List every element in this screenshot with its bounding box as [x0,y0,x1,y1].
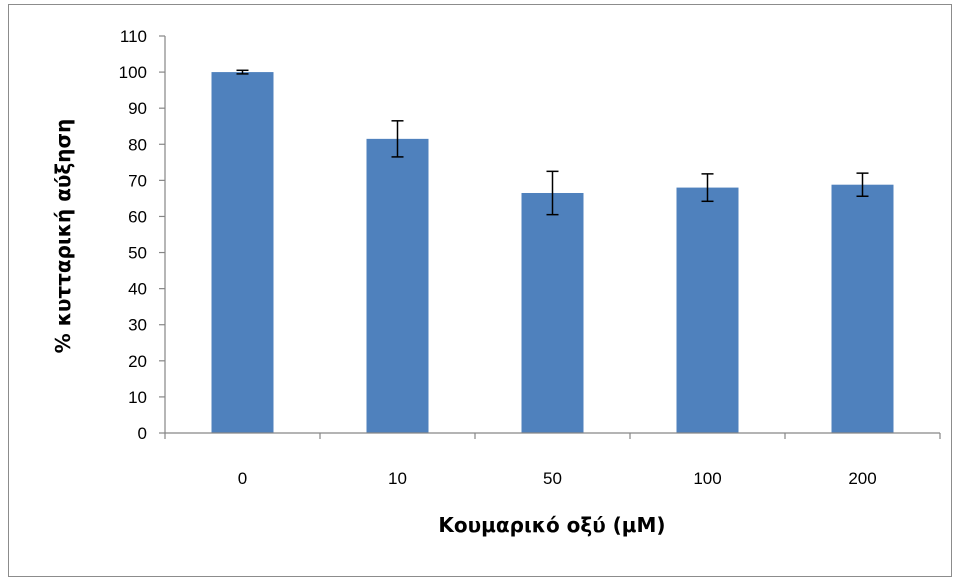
y-tick-label: 60 [128,207,147,226]
bars-group [211,72,894,434]
y-tick-label: 50 [128,244,147,263]
y-tick-label: 40 [128,280,147,299]
x-axis-title: Κουμαρικό οξύ (μΜ) [438,513,665,537]
x-tick-label: 200 [848,469,876,488]
bar-200 [831,184,894,433]
bar-10 [366,138,429,434]
y-tick-label: 30 [128,316,147,335]
y-tick-label: 70 [128,171,147,190]
x-tick-label: 50 [543,469,562,488]
x-tick-labels: 0 10 50 100 200 [238,469,877,488]
x-tick-label: 0 [238,469,247,488]
y-tick-label: 0 [138,424,147,443]
error-bar-200 [856,172,869,197]
bar-100 [676,187,739,433]
y-tick-label: 90 [128,99,147,118]
error-bar-0 [236,69,249,75]
error-bar-100 [701,173,714,203]
y-tick-label: 110 [120,27,147,46]
error-bars-group [236,69,869,216]
error-bar-50 [546,170,559,216]
y-tick-label: 80 [128,135,147,154]
bar-0 [211,72,274,433]
y-tick-label: 100 [119,63,147,82]
x-tick-label: 100 [693,469,721,488]
bar-50 [521,192,584,433]
y-tick-label: 10 [128,388,147,407]
y-axis-title: % κυτταρική αύξηση [51,119,75,354]
x-tick-label: 10 [388,469,407,488]
y-tick-label: 20 [128,352,147,371]
axes-group [159,35,941,439]
error-bar-10 [391,120,404,158]
y-tick-labels: 0 10 20 30 40 50 60 70 80 90 100 110 [119,27,147,443]
